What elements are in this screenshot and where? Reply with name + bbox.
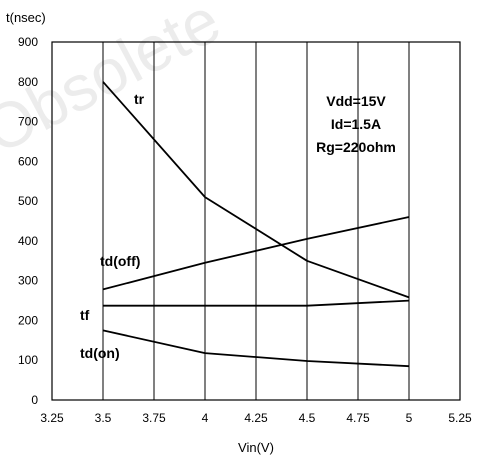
y-tick-label: 100 [18,353,38,367]
x-tick-label: 4.5 [299,411,316,425]
y-tick-label: 400 [18,234,38,248]
series-label-td-off: td(off) [100,253,140,269]
condition-vdd: Vdd=15V [326,93,386,109]
y-tick-label: 800 [18,75,38,89]
grid-lines [102,42,410,400]
y-tick-label: 200 [18,313,38,327]
x-tick-label: 3.25 [40,411,64,425]
series-line-tr [102,81,410,299]
condition-id: Id=1.5A [331,116,381,132]
y-tick-label: 600 [18,154,38,168]
y-tick-label: 500 [18,194,38,208]
x-tick-label: 5.25 [448,411,472,425]
series-label-td-on: td(on) [80,345,120,361]
series-line-td-off [102,216,410,291]
series-line-tf [103,299,410,307]
x-axis-title: Vin(V) [238,440,274,455]
plot-area [51,41,461,401]
y-tick-label: 900 [18,35,38,49]
series-lines [102,81,410,368]
x-tick-label: 4.75 [346,411,370,425]
x-tick-label: 3.5 [95,411,112,425]
x-tick-label: 5 [406,411,413,425]
y-tick-label: 0 [31,393,38,407]
series-label-tf: tf [80,307,90,323]
x-tick-label: 4 [202,411,209,425]
y-tick-label: 700 [18,115,38,129]
x-tick-label: 4.25 [244,411,268,425]
series-line-td-on [102,329,410,368]
y-tick-label: 300 [18,274,38,288]
y-axis-title: t(nsec) [6,10,46,25]
condition-rg: Rg=220ohm [316,139,396,155]
y-axis-ticks: 0 100 200 300 400 500 600 700 800 900 [18,35,38,407]
x-tick-label: 3.75 [142,411,166,425]
series-label-tr: tr [134,91,145,107]
x-axis-ticks: 3.25 3.5 3.75 4 4.25 4.5 4.75 5 5.25 [40,411,472,425]
